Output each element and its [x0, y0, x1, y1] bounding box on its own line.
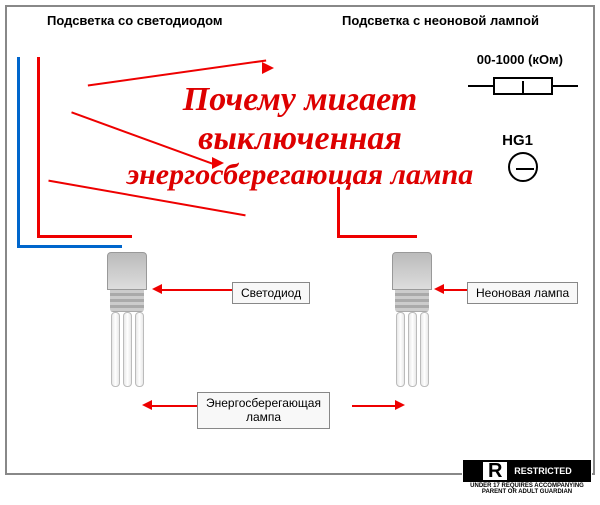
- arrow-1: [262, 62, 274, 74]
- tag-neon: Неоновая лампа: [467, 282, 578, 304]
- wire-red-left-horiz: [37, 235, 132, 238]
- label-neon-backlight: Подсветка с неоновой лампой: [342, 13, 539, 28]
- tag-diode: Светодиод: [232, 282, 310, 304]
- title-line-2: выключенная: [20, 119, 580, 158]
- arrow-neon: [434, 284, 444, 294]
- wire-red-right-horiz: [337, 235, 417, 238]
- label-led-backlight: Подсветка со светодиодом: [47, 13, 223, 28]
- lamp-right: [392, 252, 432, 312]
- arrow-cfl-right: [395, 400, 405, 410]
- pointer-neon: [442, 289, 467, 291]
- pointer-diode: [162, 289, 232, 291]
- pointer-cfl-right: [352, 405, 397, 407]
- wire-red-right-vert: [337, 187, 340, 237]
- title-overlay: Почему мигает выключенная энергосберегаю…: [20, 80, 580, 193]
- tag-cfl: Энергосберегающая лампа: [197, 392, 330, 429]
- restricted-rating: R RESTRICTED UNDER 17 REQUIRES ACCOMPANY…: [462, 459, 592, 497]
- lamp-left: [107, 252, 147, 312]
- title-line-1: Почему мигает: [20, 80, 580, 119]
- rating-word: RESTRICTED: [514, 466, 572, 476]
- rating-letter: R: [482, 461, 508, 481]
- pointer-cfl-left: [152, 405, 197, 407]
- arrow-cfl-left: [142, 400, 152, 410]
- diagram-frame: Подсветка со светодиодом Подсветка с нео…: [5, 5, 595, 475]
- arrow-diode: [152, 284, 162, 294]
- wire-blue-horiz: [17, 245, 122, 248]
- resistor-value: 00-1000 (кОм): [477, 52, 563, 67]
- rating-caption: UNDER 17 REQUIRES ACCOMPANYING PARENT OR…: [463, 482, 591, 496]
- title-line-3: энергосберегающая лампа: [20, 158, 580, 193]
